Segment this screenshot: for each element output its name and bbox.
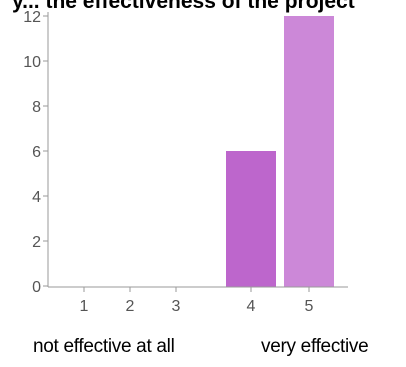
y-tick-label-12: 12 xyxy=(23,9,41,26)
scale-max-label: very effective xyxy=(261,336,369,357)
x-tick-label-2: 2 xyxy=(126,298,135,315)
y-tick-label-10: 10 xyxy=(23,54,41,71)
x-tick-label-1: 1 xyxy=(80,298,89,315)
x-tick-label-4: 4 xyxy=(247,298,256,315)
y-tick-label-0: 0 xyxy=(32,279,41,296)
y-tick-label-2: 2 xyxy=(32,234,41,251)
x-tick-label-3: 3 xyxy=(172,298,181,315)
bar-5 xyxy=(284,16,334,287)
bar-4 xyxy=(226,151,276,287)
y-tick-label-4: 4 xyxy=(32,189,41,206)
chart-title: y... the effectiveness of the project xyxy=(12,0,355,13)
y-tick-label-8: 8 xyxy=(32,99,41,116)
y-tick-label-6: 6 xyxy=(32,144,41,161)
scale-min-label: not effective at all xyxy=(33,336,175,357)
x-tick-label-5: 5 xyxy=(305,298,314,315)
